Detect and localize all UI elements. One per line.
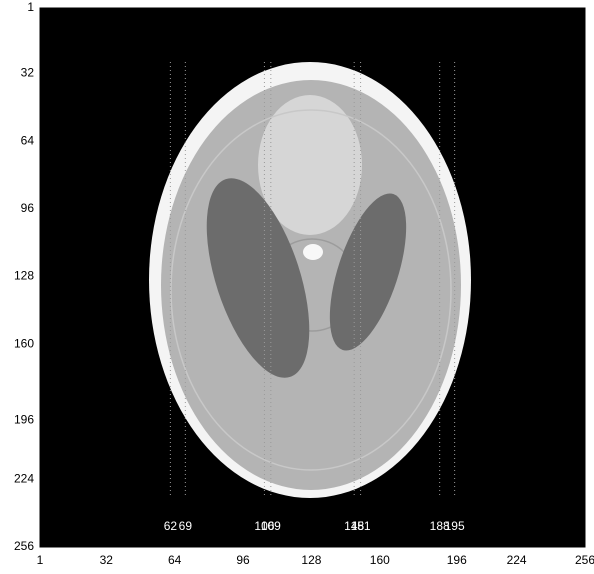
- marker-label: 151: [351, 519, 371, 533]
- bright-spot: [303, 244, 323, 260]
- marker-label: 109: [261, 519, 281, 533]
- right-ellipse: [329, 193, 407, 351]
- x-tick-label: 1: [37, 553, 44, 567]
- marker-label: 195: [445, 519, 465, 533]
- y-tick-label: 96: [21, 201, 35, 215]
- y-tick-label: 256: [14, 539, 34, 553]
- plot-frame: [39, 7, 586, 548]
- image: [40, 8, 585, 547]
- x-tick-label: 96: [236, 553, 250, 567]
- left-ellipse: [206, 178, 310, 378]
- y-tick-label: 32: [21, 66, 35, 80]
- inner-ring: [170, 109, 452, 471]
- marker-label: 106: [254, 519, 274, 533]
- marker-label: 188: [430, 519, 450, 533]
- x-tick-label: 160: [370, 553, 390, 567]
- marker-label: 69: [179, 519, 193, 533]
- x-tick-label: 224: [507, 553, 527, 567]
- x-tick-label: 196: [447, 553, 467, 567]
- marker-label: 62: [164, 519, 178, 533]
- top-region: [258, 95, 362, 235]
- y-tick-label: 64: [21, 133, 35, 147]
- x-tick-label: 32: [100, 553, 114, 567]
- x-tick-label: 64: [168, 553, 182, 567]
- x-tick-label: 256: [575, 553, 594, 567]
- x-tick-label: 128: [301, 553, 321, 567]
- y-tick-label: 196: [14, 412, 34, 426]
- y-tick-label: 160: [14, 336, 34, 350]
- y-tick-label: 224: [14, 472, 34, 486]
- y-tick-label: 128: [14, 269, 34, 283]
- y-tick-label: 1: [27, 0, 34, 14]
- marker-label: 148: [344, 519, 364, 533]
